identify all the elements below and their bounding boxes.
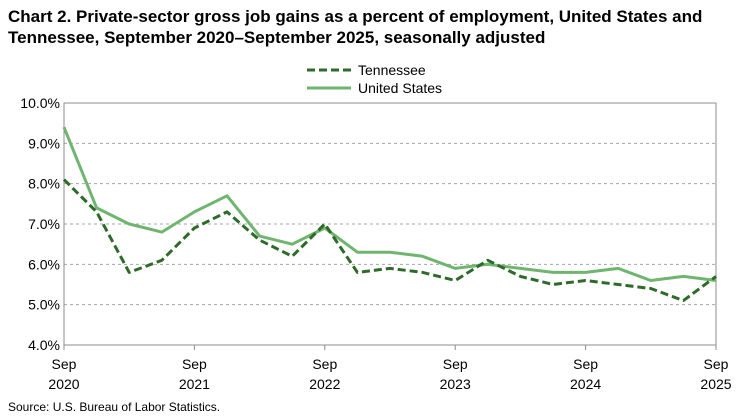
plot-frame — [63, 102, 717, 346]
x-axis-ticks: Sep 2020 Sep 2021 Sep 2022 Sep 2023 Sep 2024 Sep 20… — [48, 345, 732, 392]
x-tick-year: 2025 — [700, 376, 731, 392]
y-axis-ticks: 4.0% 5.0% 6.0% 7.0% 8.0% 9.0% 10.0% — [20, 95, 60, 353]
x-tick-year: 2021 — [179, 376, 210, 392]
legend: Tennessee United States — [307, 62, 442, 96]
y-tick-label: 10.0% — [20, 95, 60, 111]
x-tick-month: Sep — [182, 356, 207, 372]
y-tick-label: 6.0% — [28, 256, 60, 272]
x-tick-year: 2024 — [570, 376, 601, 392]
x-tick-year: 2022 — [309, 376, 340, 392]
x-tick-month: Sep — [443, 356, 468, 372]
y-tick-label: 5.0% — [28, 297, 60, 313]
legend-label: United States — [358, 80, 442, 96]
series-line-united-states — [62, 126, 717, 282]
x-tick-month: Sep — [52, 356, 77, 372]
x-tick-month: Sep — [573, 356, 598, 372]
chart-title: Chart 2. Private-sector gross job gains … — [8, 7, 703, 47]
gridlines — [64, 102, 716, 306]
y-tick-label: 9.0% — [28, 135, 60, 151]
legend-label: Tennessee — [358, 62, 426, 78]
y-tick-label: 8.0% — [28, 176, 60, 192]
x-tick-month: Sep — [312, 356, 337, 372]
x-tick-year: 2020 — [48, 376, 79, 392]
series-lines — [62, 126, 717, 303]
y-tick-label: 7.0% — [28, 216, 60, 232]
y-tick-label: 4.0% — [28, 337, 60, 353]
x-tick-year: 2023 — [440, 376, 471, 392]
axes — [63, 102, 717, 346]
series-line-tennessee — [62, 178, 717, 303]
source-note: Source: U.S. Bureau of Labor Statistics. — [8, 400, 221, 414]
x-tick-month: Sep — [704, 356, 729, 372]
